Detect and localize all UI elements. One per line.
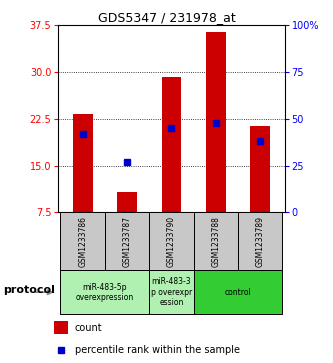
- Text: count: count: [75, 323, 103, 333]
- Text: protocol: protocol: [3, 285, 55, 295]
- Bar: [117, 192, 137, 212]
- Text: GSM1233786: GSM1233786: [78, 216, 87, 267]
- Text: GDS5347 / 231978_at: GDS5347 / 231978_at: [98, 11, 235, 24]
- FancyBboxPatch shape: [61, 212, 105, 270]
- Text: GSM1233789: GSM1233789: [256, 216, 265, 267]
- FancyBboxPatch shape: [149, 270, 194, 314]
- Text: percentile rank within the sample: percentile rank within the sample: [75, 345, 240, 355]
- FancyBboxPatch shape: [194, 212, 238, 270]
- Text: control: control: [225, 288, 251, 297]
- FancyBboxPatch shape: [194, 270, 282, 314]
- Text: GSM1233787: GSM1233787: [123, 216, 132, 267]
- FancyBboxPatch shape: [105, 212, 149, 270]
- Bar: [250, 126, 270, 212]
- Bar: [54, 321, 68, 334]
- Bar: [206, 32, 226, 212]
- FancyBboxPatch shape: [149, 212, 194, 270]
- FancyBboxPatch shape: [238, 212, 282, 270]
- Bar: [162, 77, 181, 212]
- Text: GSM1233788: GSM1233788: [211, 216, 220, 267]
- Text: miR-483-3
p overexpr
ession: miR-483-3 p overexpr ession: [151, 277, 192, 307]
- Text: miR-483-5p
overexpression: miR-483-5p overexpression: [76, 282, 134, 302]
- Text: GSM1233790: GSM1233790: [167, 216, 176, 267]
- Bar: [73, 114, 93, 212]
- FancyBboxPatch shape: [61, 270, 149, 314]
